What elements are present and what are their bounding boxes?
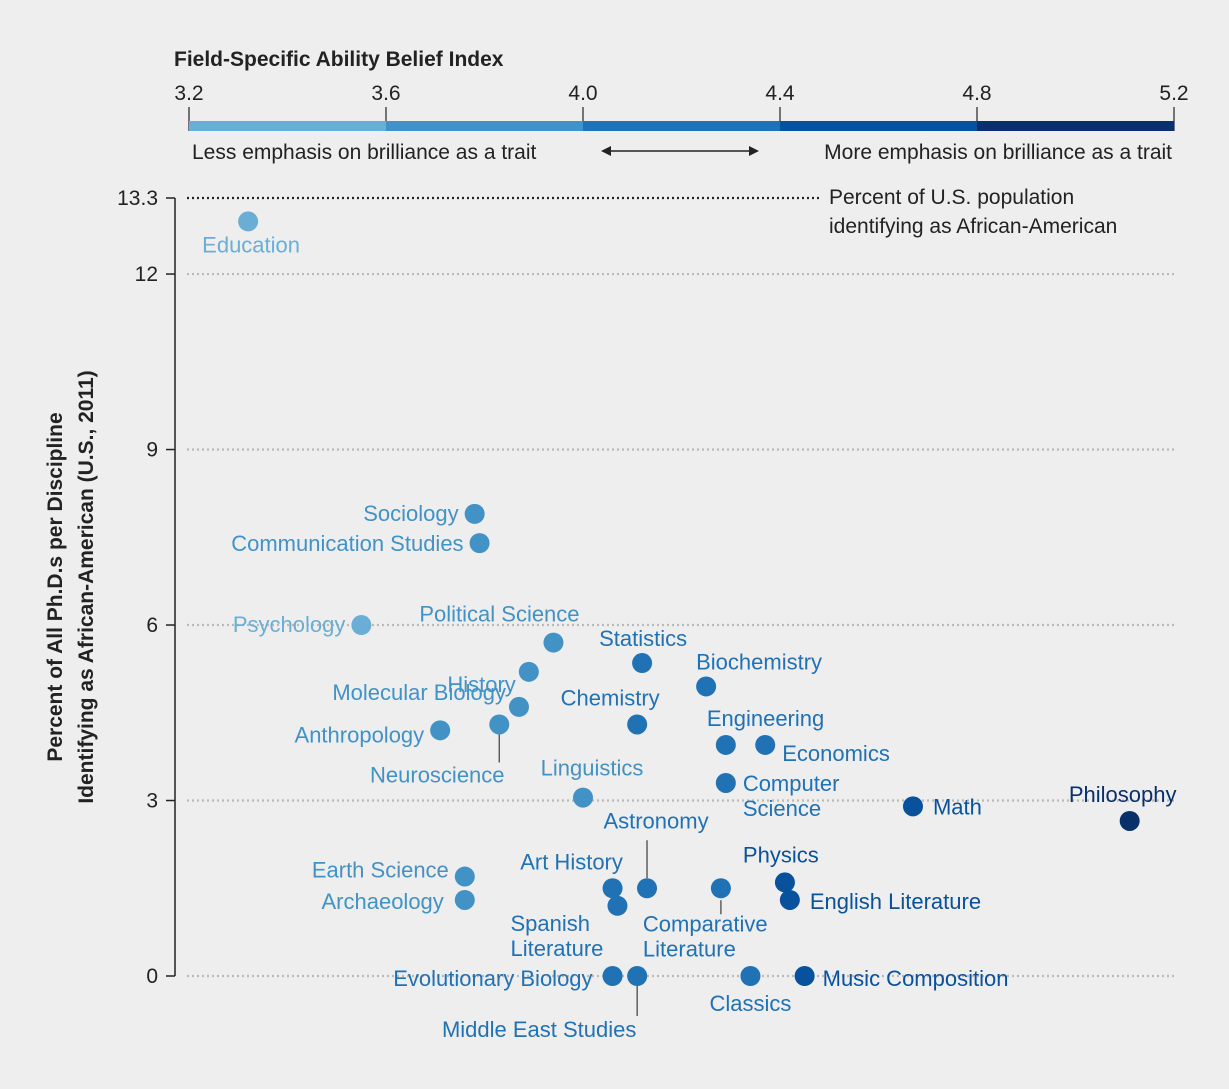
label-music-composition: Music Composition	[823, 966, 1009, 991]
point-art-history	[602, 878, 623, 899]
label-economics: Economics	[782, 741, 890, 766]
label-anthropology: Anthropology	[295, 722, 425, 747]
label-engineering: Engineering	[707, 706, 824, 731]
point-psychology	[351, 615, 372, 636]
point-evolutionary-biology	[602, 966, 623, 986]
point-math	[902, 796, 923, 817]
label-astronomy: Astronomy	[603, 808, 708, 833]
label-archaeology: Archaeology	[321, 889, 443, 914]
label-art-history: Art History	[520, 849, 623, 874]
label-evolutionary-biology: Evolutionary Biology	[393, 966, 592, 991]
y-tick-label: 13.3	[117, 187, 158, 210]
scale-tick-label: 4.0	[568, 82, 597, 105]
point-chemistry	[627, 714, 648, 735]
label-education: Education	[202, 232, 300, 257]
scale-left-label: Less emphasis on brilliance as a trait	[192, 141, 537, 164]
point-middle-east-studies	[627, 966, 648, 986]
point-computer-science	[715, 772, 736, 793]
scale-tick-label: 5.2	[1159, 82, 1188, 105]
label-computer-science: Computer Science	[743, 771, 840, 821]
point-economics	[755, 734, 776, 755]
label-psychology: Psychology	[233, 612, 346, 637]
scale-tick-label: 3.2	[174, 82, 203, 105]
point-political-science	[543, 632, 564, 653]
y-tick-label: 0	[146, 965, 158, 988]
point-engineering	[715, 734, 736, 755]
label-statistics: Statistics	[599, 626, 687, 651]
point-music-composition	[794, 966, 815, 986]
point-biochemistry	[696, 676, 717, 697]
reference-label-line1: Percent of U.S. population	[829, 186, 1074, 209]
label-biochemistry: Biochemistry	[696, 649, 822, 674]
scale-tick-label: 4.8	[962, 82, 991, 105]
label-physics: Physics	[743, 842, 819, 867]
scale-tick-label: 3.6	[371, 82, 400, 105]
scale-segment	[189, 121, 387, 131]
point-history	[518, 661, 539, 682]
point-molecular-biology	[508, 696, 529, 717]
point-philosophy	[1119, 810, 1140, 831]
label-political-science: Political Science	[419, 602, 579, 627]
label-molecular-biology: Molecular Biology	[332, 680, 506, 705]
point-physics	[774, 872, 795, 893]
scale-segment	[780, 121, 978, 131]
y-axis-title-line2: Identifying as African-American (U.S., 2…	[75, 370, 98, 803]
label-classics: Classics	[709, 991, 791, 1016]
y-axis-title: Percent of All Ph.D.s per Discipline Ide…	[44, 370, 98, 803]
point-earth-science	[454, 866, 475, 887]
scale-segment	[583, 121, 781, 131]
label-middle-east-studies: Middle East Studies	[442, 1017, 636, 1042]
point-neuroscience	[489, 714, 510, 735]
point-sociology	[464, 503, 485, 524]
label-chemistry: Chemistry	[561, 685, 660, 710]
label-sociology: Sociology	[363, 501, 458, 526]
label-comparative-literature: Comparative Literature	[643, 911, 768, 961]
chart-title: Field-Specific Ability Belief Index	[174, 48, 504, 71]
label-math: Math	[933, 794, 982, 819]
y-tick-label: 12	[135, 263, 158, 286]
scale-right-label: More emphasis on brilliance as a trait	[824, 141, 1172, 164]
scale-tick-label: 4.4	[765, 82, 795, 105]
y-tick-label: 9	[146, 439, 158, 462]
point-astronomy	[637, 878, 658, 899]
point-education	[238, 211, 259, 232]
y-tick-label: 3	[146, 790, 158, 813]
point-english-literature	[779, 889, 800, 910]
label-history: History	[447, 672, 515, 697]
scale-segment	[977, 121, 1175, 131]
point-communication-studies	[469, 533, 490, 554]
point-comparative-literature	[710, 878, 731, 899]
y-axis-title-line1: Percent of All Ph.D.s per Discipline	[44, 412, 67, 761]
scale-segment	[386, 121, 584, 131]
label-philosophy: Philosophy	[1069, 782, 1177, 807]
point-spanish-literature	[607, 895, 628, 916]
label-spanish-literature: Spanish Literature	[510, 911, 603, 961]
point-archaeology	[454, 889, 475, 910]
point-classics	[740, 966, 761, 986]
label-english-literature: English Literature	[810, 889, 981, 914]
point-statistics	[632, 653, 653, 674]
label-communication-studies: Communication Studies	[231, 531, 463, 556]
label-earth-science: Earth Science	[312, 858, 449, 883]
label-neuroscience: Neuroscience	[370, 762, 505, 787]
reference-label-line2: identifying as African-American	[829, 215, 1117, 238]
label-linguistics: Linguistics	[541, 756, 644, 781]
y-tick-label: 6	[146, 614, 158, 637]
point-linguistics	[573, 787, 593, 808]
double-arrow-icon	[601, 146, 759, 156]
point-anthropology	[430, 720, 451, 741]
